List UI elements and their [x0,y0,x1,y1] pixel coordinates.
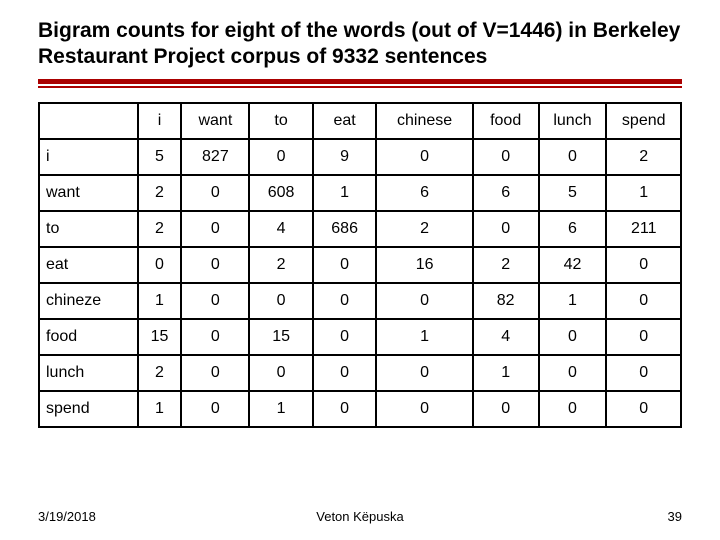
col-header: spend [606,103,681,139]
data-cell: 211 [606,211,681,247]
data-cell: 0 [376,283,472,319]
table-row: want2060816651 [39,175,681,211]
data-cell: 4 [249,211,313,247]
data-cell: 0 [376,355,472,391]
data-cell: 0 [539,319,607,355]
footer-author: Veton Këpuska [316,509,403,524]
data-cell: 5 [539,175,607,211]
row-header: lunch [39,355,138,391]
col-header: chinese [376,103,472,139]
row-header: eat [39,247,138,283]
data-cell: 0 [181,211,249,247]
table-row: eat0020162420 [39,247,681,283]
data-cell: 0 [181,283,249,319]
slide-footer: 3/19/2018 Veton Këpuska 39 [0,509,720,524]
row-header: want [39,175,138,211]
data-cell: 0 [473,211,539,247]
col-header: i [138,103,182,139]
data-cell: 827 [181,139,249,175]
footer-page: 39 [668,509,682,524]
data-cell: 0 [606,283,681,319]
data-cell: 1 [376,319,472,355]
table-row: to204686206211 [39,211,681,247]
data-cell: 9 [313,139,377,175]
data-cell: 2 [376,211,472,247]
data-cell: 0 [313,355,377,391]
slide-title: Bigram counts for eight of the words (ou… [38,18,682,71]
col-header: food [473,103,539,139]
data-cell: 0 [606,355,681,391]
data-cell: 0 [181,391,249,427]
data-cell: 0 [249,283,313,319]
data-cell: 0 [249,355,313,391]
data-cell: 0 [473,139,539,175]
row-header: chineze [39,283,138,319]
data-cell: 0 [473,391,539,427]
table-row: food1501501400 [39,319,681,355]
data-cell: 1 [539,283,607,319]
col-header: want [181,103,249,139]
data-cell: 0 [313,283,377,319]
row-header: food [39,319,138,355]
data-cell: 0 [181,319,249,355]
data-cell: 0 [249,139,313,175]
data-cell: 6 [473,175,539,211]
data-cell: 0 [313,319,377,355]
table-row: i5827090002 [39,139,681,175]
data-cell: 0 [376,139,472,175]
data-cell: 82 [473,283,539,319]
data-cell: 0 [539,139,607,175]
data-cell: 4 [473,319,539,355]
row-header: spend [39,391,138,427]
table-header-row: i want to eat chinese food lunch spend [39,103,681,139]
data-cell: 42 [539,247,607,283]
data-cell: 2 [249,247,313,283]
data-cell: 6 [539,211,607,247]
data-cell: 686 [313,211,377,247]
data-cell: 0 [181,175,249,211]
data-cell: 1 [606,175,681,211]
data-cell: 0 [606,319,681,355]
data-cell: 1 [473,355,539,391]
data-cell: 608 [249,175,313,211]
table-row: lunch20000100 [39,355,681,391]
table-body: i5827090002want2060816651to204686206211e… [39,139,681,427]
data-cell: 1 [313,175,377,211]
data-cell: 0 [376,391,472,427]
data-cell: 0 [606,247,681,283]
data-cell: 2 [138,175,182,211]
data-cell: 2 [138,355,182,391]
data-cell: 0 [138,247,182,283]
data-cell: 2 [473,247,539,283]
data-cell: 6 [376,175,472,211]
data-cell: 0 [539,391,607,427]
data-cell: 5 [138,139,182,175]
row-header: to [39,211,138,247]
col-header: lunch [539,103,607,139]
data-cell: 16 [376,247,472,283]
title-rule [38,79,682,88]
data-cell: 0 [181,247,249,283]
data-cell: 1 [138,283,182,319]
data-cell: 2 [138,211,182,247]
footer-date: 3/19/2018 [38,509,96,524]
data-cell: 1 [138,391,182,427]
row-header: i [39,139,138,175]
data-cell: 0 [313,391,377,427]
data-cell: 0 [313,247,377,283]
col-header: to [249,103,313,139]
data-cell: 0 [539,355,607,391]
bigram-table: i want to eat chinese food lunch spend i… [38,102,682,428]
data-cell: 0 [606,391,681,427]
col-header: eat [313,103,377,139]
data-cell: 1 [249,391,313,427]
table-row: spend10100000 [39,391,681,427]
corner-cell [39,103,138,139]
data-cell: 0 [181,355,249,391]
data-cell: 2 [606,139,681,175]
data-cell: 15 [138,319,182,355]
table-row: chineze100008210 [39,283,681,319]
data-cell: 15 [249,319,313,355]
